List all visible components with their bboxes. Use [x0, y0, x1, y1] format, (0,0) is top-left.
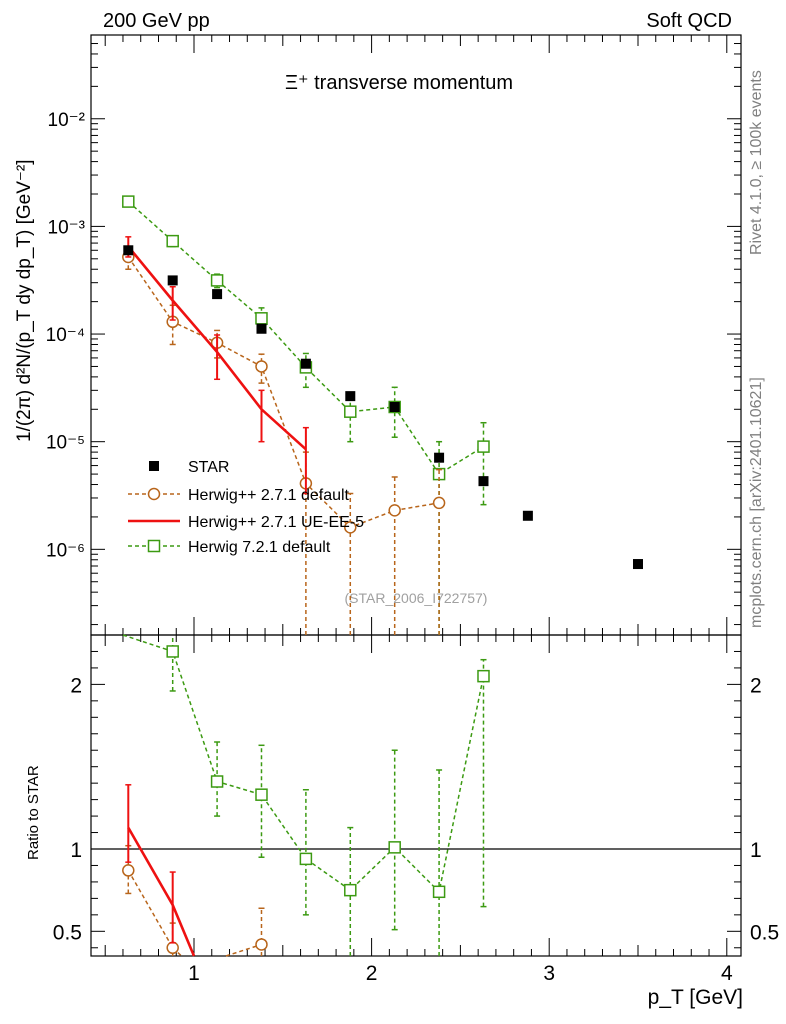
- ratio-axis-ticks: 0.5 0.5 1 1 2 2 1 2 3 4: [53, 635, 779, 985]
- legend-marker: [147, 539, 161, 553]
- main-y-tick-label: 10⁻⁶: [46, 540, 85, 561]
- legend-marker: [147, 487, 161, 501]
- main-series-layer: [122, 195, 643, 635]
- ratio-point-herwig-7-2-1-default: [166, 645, 179, 658]
- main-point-herwig-7-2-1-default: [255, 312, 268, 325]
- main-point-herwig-7-2-1-default: [122, 195, 135, 208]
- main-line-herwig-2-7-1-default: [127, 256, 440, 529]
- ratio-line: [127, 870, 174, 949]
- legend-item-herwig-7-2-1-default: Herwig 7.2.1 default: [128, 539, 331, 556]
- legend-label: STAR: [188, 459, 229, 476]
- ratio-point-herwig-7-2-1-default: [299, 852, 313, 866]
- ratio-point-herwig-2-7-1-default: [255, 938, 268, 951]
- ratio-point-herwig-2-7-1-default: [122, 864, 135, 877]
- ratio-point-herwig-7-2-1-default: [477, 669, 490, 683]
- ratio-line: [122, 634, 485, 894]
- legend-item-herwig-2-7-1-default: Herwig++ 2.7.1 default: [128, 487, 350, 504]
- chart-title: Ξ⁺ transverse momentum: [285, 72, 513, 94]
- main-point-star: [212, 289, 223, 300]
- main-point-herwig-2-7-1-default: [432, 496, 446, 510]
- ratio-point-herwig-7-2-1-default: [255, 788, 268, 801]
- main-point-herwig-7-2-1-default: [166, 234, 179, 248]
- legend-marker: [149, 461, 159, 471]
- ratio-line: [127, 826, 196, 957]
- ratio-point-herwig-7-2-1-default: [432, 885, 446, 899]
- main-axis-ticks: 10⁻⁶ 10⁻⁵ 10⁻⁴ 10⁻³ 10⁻²: [46, 34, 741, 635]
- ratio-y-tick-label: 0.5: [53, 921, 82, 944]
- legend-label: Herwig 7.2.1 default: [188, 539, 331, 556]
- ratio-y-axis-label: Ratio to STAR: [25, 765, 42, 860]
- ratio-series-herwig-7-2-1-default: [122, 634, 490, 956]
- ratio-panel-frame: [90, 634, 742, 957]
- main-y-tick-label: 10⁻³: [48, 217, 86, 238]
- ratio-y-tick-label-right: 2: [750, 674, 762, 697]
- x-axis-label: p_T [GeV]: [648, 986, 743, 1009]
- header-right: Soft QCD: [646, 10, 732, 32]
- legend-item-herwig-2-7-1-ue-ee-5: Herwig++ 2.7.1 UE-EE-5: [128, 514, 364, 531]
- main-point-herwig-7-2-1-default: [210, 274, 224, 287]
- main-series-star: [123, 245, 643, 570]
- x-tick-label: 3: [543, 962, 555, 985]
- main-point-star: [300, 358, 311, 369]
- main-y-axis-label: 1/(2π) d²N/(p_T dy dp_T) [GeV⁻²]: [14, 159, 35, 442]
- mcplots-label: mcplots.cern.ch [arXiv:2401.10621]: [748, 377, 765, 628]
- main-point-star: [434, 452, 445, 463]
- main-point-herwig-2-7-1-default: [344, 521, 357, 534]
- ratio-point-herwig-2-7-1-default: [166, 941, 179, 955]
- ratio-point-herwig-7-2-1-default: [344, 883, 357, 897]
- ratio-y-tick-label: 1: [70, 839, 82, 862]
- main-y-tick-label: 10⁻²: [48, 110, 86, 131]
- main-y-tick-label: 10⁻⁴: [46, 325, 85, 346]
- legend: STAR Herwig++ 2.7.1 default Herwig++ 2.7.1…: [128, 459, 364, 556]
- ratio-series-herwig-2-7-1-default: [122, 844, 268, 957]
- main-point-star: [345, 391, 356, 402]
- main-point-star: [167, 275, 178, 286]
- main-point-star: [256, 323, 267, 334]
- main-point-herwig-2-7-1-default: [388, 504, 401, 517]
- legend-label: Herwig++ 2.7.1 UE-EE-5: [188, 514, 364, 531]
- legend-item-star: STAR: [149, 459, 229, 476]
- legend-label: Herwig++ 2.7.1 default: [188, 487, 350, 504]
- ratio-point-herwig-7-2-1-default: [388, 841, 401, 854]
- main-point-star: [632, 559, 643, 570]
- ratio-point-herwig-7-2-1-default: [210, 775, 224, 788]
- ratio-series-layer: [122, 634, 490, 957]
- header-left: 200 GeV pp: [103, 10, 210, 32]
- ratio-y-tick-label-right: 0.5: [750, 921, 779, 944]
- rivet-label: Rivet 4.1.0, ≥ 100k events: [748, 70, 765, 255]
- x-tick-label: 1: [188, 962, 200, 985]
- x-tick-label: 2: [366, 962, 378, 985]
- ratio-series-herwig-2-7-1-ue-ee-5: [125, 784, 196, 957]
- main-point-herwig-7-2-1-default: [344, 405, 357, 418]
- main-point-star: [522, 510, 533, 521]
- main-y-tick-label: 10⁻⁵: [46, 433, 85, 454]
- x-tick-label: 4: [721, 962, 733, 985]
- main-line-herwig-7-2-1-default: [127, 201, 484, 476]
- main-point-herwig-7-2-1-default: [477, 440, 490, 453]
- main-point-herwig-2-7-1-default: [255, 360, 268, 373]
- main-series-herwig-2-7-1-default: [122, 245, 446, 635]
- main-point-star: [123, 245, 134, 256]
- analysis-watermark: (STAR_2006_I722757): [345, 590, 488, 606]
- ratio-y-tick-label-right: 1: [750, 839, 762, 862]
- ratio-y-tick-label: 2: [70, 674, 82, 697]
- main-point-star: [389, 402, 400, 413]
- main-point-star: [478, 476, 489, 487]
